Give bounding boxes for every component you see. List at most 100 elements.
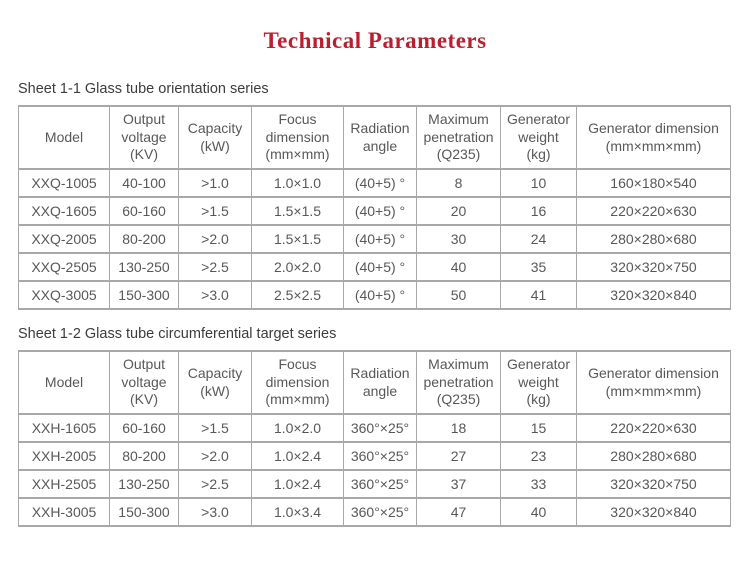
column-header-focus-dimension: Focus dimension (mm×mm) bbox=[251, 105, 344, 170]
table-cell: >1.0 bbox=[178, 168, 252, 198]
column-header-generator-dimension: Generator dimension (mm×mm×mm) bbox=[576, 105, 731, 170]
table-row: XXQ-1005 40-100 >1.0 1.0×1.0 (40+5) ° 8 10 160×… bbox=[18, 168, 731, 198]
header-row: Model Output voltage (KV) Capacity (kW) … bbox=[18, 105, 731, 170]
table-cell: 1.0×2.4 bbox=[251, 469, 344, 499]
table-cell: 47 bbox=[416, 497, 501, 527]
table-cell: (40+5) ° bbox=[343, 196, 417, 226]
table-cell: XXQ-1605 bbox=[18, 196, 110, 226]
table-2-body: XXH-1605 60-160 >1.5 1.0×2.0 360°×25° 18 15 220… bbox=[18, 413, 731, 527]
table-cell: 20 bbox=[416, 196, 501, 226]
table-cell: (40+5) ° bbox=[343, 280, 417, 310]
table-cell: 40 bbox=[416, 252, 501, 282]
table-cell: XXQ-3005 bbox=[18, 280, 110, 310]
table-row: XXQ-2005 80-200 >2.0 1.5×1.5 (40+5) ° 30 24 280… bbox=[18, 224, 731, 254]
table-cell: XXH-3005 bbox=[18, 497, 110, 527]
table-cell: >2.5 bbox=[178, 469, 252, 499]
table-cell: 16 bbox=[500, 196, 577, 226]
table-cell: 18 bbox=[416, 413, 501, 443]
table-cell: 10 bbox=[500, 168, 577, 198]
table-cell: 160×180×540 bbox=[576, 168, 731, 198]
table-cell: 15 bbox=[500, 413, 577, 443]
table-cell: 320×320×750 bbox=[576, 469, 731, 499]
table-cell: >2.0 bbox=[178, 224, 252, 254]
table-1-caption: Sheet 1-1 Glass tube orientation series bbox=[18, 81, 269, 97]
page-title: Technical Parameters bbox=[263, 28, 487, 53]
table-cell: >2.5 bbox=[178, 252, 252, 282]
column-header-model: Model bbox=[18, 105, 110, 170]
table-cell: >2.0 bbox=[178, 441, 252, 471]
table-row: XXQ-1605 60-160 >1.5 1.5×1.5 (40+5) ° 20 16 220… bbox=[18, 196, 731, 226]
technical-parameters-page: Technical Parameters Sheet 1-1 Glass tub… bbox=[0, 28, 750, 527]
table-cell: 33 bbox=[500, 469, 577, 499]
table-cell: 280×280×680 bbox=[576, 224, 731, 254]
column-header-capacity: Capacity (kW) bbox=[178, 105, 252, 170]
table-cell: XXQ-2005 bbox=[18, 224, 110, 254]
table-cell: 150-300 bbox=[109, 497, 179, 527]
table-cell: 80-200 bbox=[109, 441, 179, 471]
column-header-model: Model bbox=[18, 350, 110, 415]
table-row: XXH-2005 80-200 >2.0 1.0×2.4 360°×25° 27 23 280… bbox=[18, 441, 731, 471]
table-cell: 41 bbox=[500, 280, 577, 310]
table-row: XXH-3005 150-300 >3.0 1.0×3.4 360°×25° 47 40 32… bbox=[18, 497, 731, 527]
column-header-output-voltage: Output voltage (KV) bbox=[109, 105, 179, 170]
table-cell: 320×320×750 bbox=[576, 252, 731, 282]
table-cell: 220×220×630 bbox=[576, 413, 731, 443]
table-cell: 1.5×1.5 bbox=[251, 196, 344, 226]
column-header-maximum-penetration: Maximum penetration (Q235) bbox=[416, 350, 501, 415]
table-1-body: XXQ-1005 40-100 >1.0 1.0×1.0 (40+5) ° 8 10 160×… bbox=[18, 168, 731, 310]
table-cell: 1.5×1.5 bbox=[251, 224, 344, 254]
table-cell: 1.0×3.4 bbox=[251, 497, 344, 527]
table-cell: 37 bbox=[416, 469, 501, 499]
header-row: Model Output voltage (KV) Capacity (kW) … bbox=[18, 350, 731, 415]
table-cell: (40+5) ° bbox=[343, 168, 417, 198]
table-cell: 40-100 bbox=[109, 168, 179, 198]
sheet-1-1-section: Sheet 1-1 Glass tube orientation series … bbox=[0, 80, 750, 310]
table-cell: (40+5) ° bbox=[343, 252, 417, 282]
table-cell: 280×280×680 bbox=[576, 441, 731, 471]
table-cell: 24 bbox=[500, 224, 577, 254]
column-header-maximum-penetration: Maximum penetration (Q235) bbox=[416, 105, 501, 170]
table-cell: 150-300 bbox=[109, 280, 179, 310]
table-cell: 35 bbox=[500, 252, 577, 282]
table-cell: >3.0 bbox=[178, 497, 252, 527]
table-cell: 220×220×630 bbox=[576, 196, 731, 226]
column-header-capacity: Capacity (kW) bbox=[178, 350, 252, 415]
table-cell: 360°×25° bbox=[343, 497, 417, 527]
sheet-1-2-section: Sheet 1-2 Glass tube circumferential tar… bbox=[0, 325, 750, 527]
column-header-radiation-angle: Radiation angle bbox=[343, 350, 417, 415]
table-cell: 2.0×2.0 bbox=[251, 252, 344, 282]
params-table-sheet-1-2: Model Output voltage (KV) Capacity (kW) … bbox=[18, 350, 731, 527]
table-cell: 1.0×2.0 bbox=[251, 413, 344, 443]
table-cell: 360°×25° bbox=[343, 413, 417, 443]
table-cell: 80-200 bbox=[109, 224, 179, 254]
column-header-focus-dimension: Focus dimension (mm×mm) bbox=[251, 350, 344, 415]
table-cell: XXH-2505 bbox=[18, 469, 110, 499]
params-table-sheet-1-1: Model Output voltage (KV) Capacity (kW) … bbox=[18, 105, 731, 310]
table-cell: 320×320×840 bbox=[576, 280, 731, 310]
table-cell: 30 bbox=[416, 224, 501, 254]
table-cell: >1.5 bbox=[178, 196, 252, 226]
table-cell: 130-250 bbox=[109, 469, 179, 499]
table-cell: XXQ-1005 bbox=[18, 168, 110, 198]
table-cell: 320×320×840 bbox=[576, 497, 731, 527]
table-cell: 360°×25° bbox=[343, 441, 417, 471]
table-cell: XXH-2005 bbox=[18, 441, 110, 471]
table-2-caption: Sheet 1-2 Glass tube circumferential tar… bbox=[18, 326, 337, 342]
table-cell: 27 bbox=[416, 441, 501, 471]
table-row: XXH-1605 60-160 >1.5 1.0×2.0 360°×25° 18 15 220… bbox=[18, 413, 731, 443]
table-cell: 60-160 bbox=[109, 196, 179, 226]
table-cell: 40 bbox=[500, 497, 577, 527]
table-cell: XXH-1605 bbox=[18, 413, 110, 443]
column-header-generator-dimension: Generator dimension (mm×mm×mm) bbox=[576, 350, 731, 415]
column-header-generator-weight: Generator weight (kg) bbox=[500, 350, 577, 415]
table-cell: 1.0×1.0 bbox=[251, 168, 344, 198]
table-row: XXQ-3005 150-300 >3.0 2.5×2.5 (40+5) ° 50 41 32… bbox=[18, 280, 731, 310]
column-header-output-voltage: Output voltage (KV) bbox=[109, 350, 179, 415]
table-cell: 360°×25° bbox=[343, 469, 417, 499]
table-row: XXH-2505 130-250 >2.5 1.0×2.4 360°×25° 37 33 32… bbox=[18, 469, 731, 499]
table-cell: >3.0 bbox=[178, 280, 252, 310]
table-cell: 2.5×2.5 bbox=[251, 280, 344, 310]
table-cell: XXQ-2505 bbox=[18, 252, 110, 282]
table-cell: 1.0×2.4 bbox=[251, 441, 344, 471]
column-header-generator-weight: Generator weight (kg) bbox=[500, 105, 577, 170]
